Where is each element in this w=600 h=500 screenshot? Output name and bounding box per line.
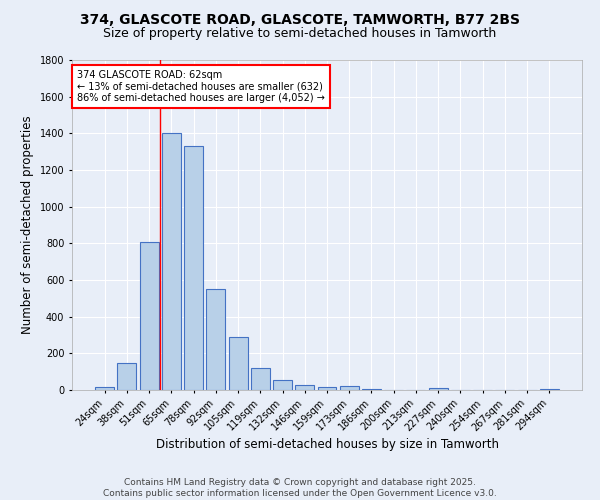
- Bar: [95, 387, 114, 390]
- Text: 374 GLASCOTE ROAD: 62sqm
← 13% of semi-detached houses are smaller (632)
86% of : 374 GLASCOTE ROAD: 62sqm ← 13% of semi-d…: [77, 70, 325, 103]
- Bar: [295, 384, 314, 390]
- Bar: [317, 387, 337, 390]
- Bar: [118, 362, 136, 390]
- Bar: [540, 388, 559, 390]
- Bar: [340, 386, 359, 390]
- Bar: [362, 389, 381, 390]
- Text: Size of property relative to semi-detached houses in Tamworth: Size of property relative to semi-detach…: [103, 28, 497, 40]
- Text: Contains HM Land Registry data © Crown copyright and database right 2025.
Contai: Contains HM Land Registry data © Crown c…: [103, 478, 497, 498]
- Bar: [429, 388, 448, 390]
- Text: 374, GLASCOTE ROAD, GLASCOTE, TAMWORTH, B77 2BS: 374, GLASCOTE ROAD, GLASCOTE, TAMWORTH, …: [80, 12, 520, 26]
- X-axis label: Distribution of semi-detached houses by size in Tamworth: Distribution of semi-detached houses by …: [155, 438, 499, 451]
- Bar: [273, 380, 292, 390]
- Bar: [140, 242, 158, 390]
- Bar: [206, 289, 225, 390]
- Bar: [162, 134, 181, 390]
- Bar: [251, 368, 270, 390]
- Bar: [184, 146, 203, 390]
- Bar: [229, 337, 248, 390]
- Y-axis label: Number of semi-detached properties: Number of semi-detached properties: [21, 116, 34, 334]
